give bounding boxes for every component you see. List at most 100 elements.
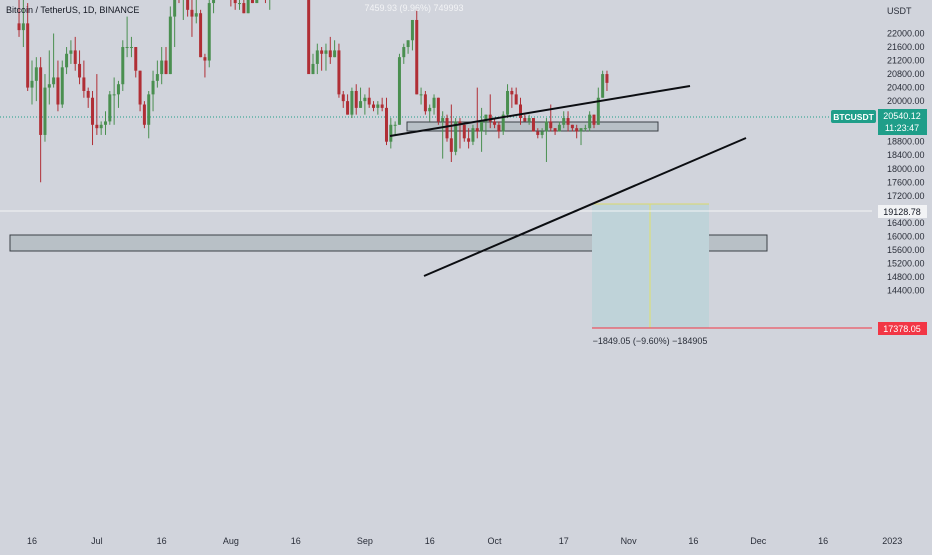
candle[interactable] <box>346 94 350 115</box>
candle[interactable] <box>173 0 177 48</box>
candle[interactable] <box>207 0 211 68</box>
candle[interactable] <box>121 40 125 91</box>
candle[interactable] <box>397 53 401 125</box>
candle[interactable] <box>238 0 242 10</box>
candle[interactable] <box>30 60 34 105</box>
candle[interactable] <box>497 121 501 139</box>
candle[interactable] <box>39 57 43 183</box>
wedge-lower-trendline[interactable] <box>423 137 747 277</box>
candle[interactable] <box>544 118 548 162</box>
candle[interactable] <box>129 36 133 58</box>
candle[interactable] <box>69 40 73 64</box>
candle[interactable] <box>186 0 190 17</box>
candle[interactable] <box>449 104 453 162</box>
candle[interactable] <box>506 84 510 119</box>
candle[interactable] <box>406 40 410 54</box>
candle[interactable] <box>177 0 180 4</box>
candle[interactable] <box>376 101 380 115</box>
candle[interactable] <box>471 124 475 146</box>
candle[interactable] <box>99 121 103 135</box>
candle[interactable] <box>116 80 120 108</box>
candle[interactable] <box>73 36 77 71</box>
time-axis[interactable]: 16 Jul 16 Aug 16 Sep 16 Oct 17 Nov 16 Dec 16 2023 <box>27 536 902 546</box>
candle[interactable] <box>65 47 69 75</box>
candle[interactable] <box>488 94 492 129</box>
wedge-upper-trendline[interactable] <box>389 85 691 137</box>
candle[interactable] <box>540 128 544 139</box>
candle[interactable] <box>583 124 587 132</box>
candle[interactable] <box>380 97 384 112</box>
candle[interactable] <box>337 43 341 98</box>
candle[interactable] <box>363 94 367 115</box>
candle[interactable] <box>596 87 600 125</box>
candle[interactable] <box>454 118 458 156</box>
candle[interactable] <box>441 111 445 159</box>
candle[interactable] <box>350 87 354 119</box>
candle[interactable] <box>242 0 246 14</box>
candle[interactable] <box>60 60 64 108</box>
candle[interactable] <box>233 0 237 10</box>
candle[interactable] <box>402 43 406 64</box>
candle[interactable] <box>194 0 198 24</box>
candle[interactable] <box>570 124 574 132</box>
candle[interactable] <box>415 9 419 95</box>
candle[interactable] <box>588 111 592 132</box>
candle[interactable] <box>423 90 427 115</box>
candle[interactable] <box>320 47 324 71</box>
candle[interactable] <box>445 114 449 142</box>
candle[interactable] <box>601 70 605 98</box>
candle[interactable] <box>168 6 172 75</box>
candle[interactable] <box>359 87 363 108</box>
candle[interactable] <box>264 0 267 4</box>
candle[interactable] <box>523 114 527 122</box>
candle[interactable] <box>333 40 337 58</box>
candle[interactable] <box>103 111 107 135</box>
candle[interactable] <box>579 128 583 146</box>
candle[interactable] <box>475 87 479 139</box>
candle[interactable] <box>428 104 432 122</box>
candle[interactable] <box>142 101 146 129</box>
candle[interactable] <box>78 50 82 85</box>
candle[interactable] <box>151 70 155 112</box>
candle[interactable] <box>229 0 232 7</box>
candle[interactable] <box>458 118 462 149</box>
candle[interactable] <box>510 87 514 108</box>
candle[interactable] <box>592 114 596 129</box>
candle[interactable] <box>467 128 471 149</box>
candle[interactable] <box>86 87 90 108</box>
candle[interactable] <box>307 0 311 75</box>
candle[interactable] <box>155 60 159 88</box>
candle[interactable] <box>393 121 397 135</box>
candle[interactable] <box>255 0 259 4</box>
candle[interactable] <box>384 97 388 146</box>
candle[interactable] <box>82 60 86 98</box>
candle[interactable] <box>47 50 51 105</box>
candle[interactable] <box>484 114 488 135</box>
candle[interactable] <box>324 43 328 71</box>
candle[interactable] <box>112 77 116 125</box>
candle[interactable] <box>95 74 99 135</box>
candle[interactable] <box>108 90 112 125</box>
candle[interactable] <box>575 124 579 139</box>
candle[interactable] <box>419 87 423 105</box>
candle[interactable] <box>480 107 484 152</box>
candle[interactable] <box>518 97 522 125</box>
candle[interactable] <box>557 121 561 132</box>
candle[interactable] <box>138 70 142 112</box>
candle[interactable] <box>164 47 168 75</box>
candle[interactable] <box>354 84 358 115</box>
candle[interactable] <box>501 111 505 135</box>
candle[interactable] <box>268 0 271 10</box>
candle[interactable] <box>125 16 129 58</box>
candle[interactable] <box>553 128 557 135</box>
candle[interactable] <box>56 60 60 112</box>
candle[interactable] <box>311 53 315 75</box>
candle[interactable] <box>462 124 466 142</box>
candle[interactable] <box>160 47 164 85</box>
candle[interactable] <box>531 118 535 132</box>
candle[interactable] <box>34 57 38 102</box>
candle[interactable] <box>212 0 216 14</box>
candle[interactable] <box>52 33 56 88</box>
candle[interactable] <box>21 0 25 48</box>
